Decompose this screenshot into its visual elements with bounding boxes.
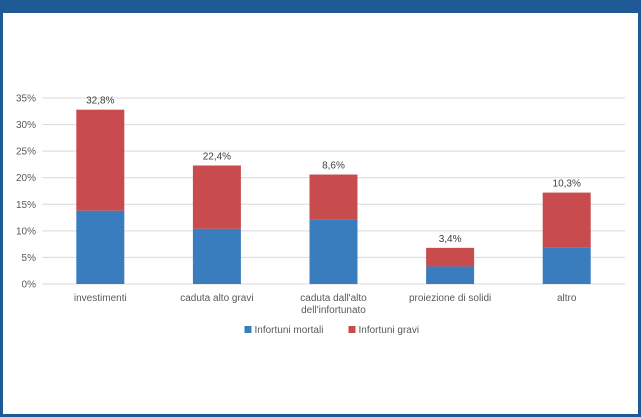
category-label: dell'infortunato — [301, 305, 366, 316]
bar-segment-gravi — [426, 247, 475, 267]
y-tick-label: 35% — [16, 94, 36, 105]
bar-segment-gravi — [542, 192, 591, 248]
bar-segment-mortali — [426, 266, 475, 284]
y-tick-label: 15% — [16, 200, 36, 211]
data-label: 8,6% — [322, 161, 345, 172]
y-tick-label: 20% — [16, 173, 36, 184]
y-tick-label: 5% — [22, 253, 37, 264]
bar-segment-mortali — [309, 219, 358, 284]
bar-segment-mortali — [76, 210, 125, 284]
y-tick-label: 30% — [16, 120, 36, 131]
bar-segment-mortali — [542, 247, 591, 284]
bar-segment-gravi — [192, 165, 241, 229]
bar-segment-gravi — [76, 109, 125, 211]
category-label: investimenti — [74, 293, 127, 304]
category-label: altro — [557, 293, 577, 304]
legend-label: Infortuni gravi — [359, 325, 420, 336]
bar-segment-mortali — [192, 228, 241, 284]
y-tick-label: 25% — [16, 147, 36, 158]
legend-swatch — [348, 326, 356, 333]
legend-label: Infortuni mortali — [255, 325, 324, 336]
bar-segment-gravi — [309, 174, 358, 220]
title-bar — [3, 0, 641, 13]
data-label: 3,4% — [439, 234, 462, 245]
category-label: caduta dall'alto — [300, 293, 367, 304]
y-tick-label: 0% — [22, 280, 37, 291]
data-label: 22,4% — [203, 151, 231, 162]
y-tick-label: 10% — [16, 226, 36, 237]
category-label: caduta alto gravi — [180, 293, 253, 304]
data-label: 10,3% — [553, 179, 581, 190]
legend-swatch — [244, 326, 252, 333]
data-label: 32,8% — [86, 96, 114, 107]
category-label: proiezione di solidi — [409, 293, 491, 304]
